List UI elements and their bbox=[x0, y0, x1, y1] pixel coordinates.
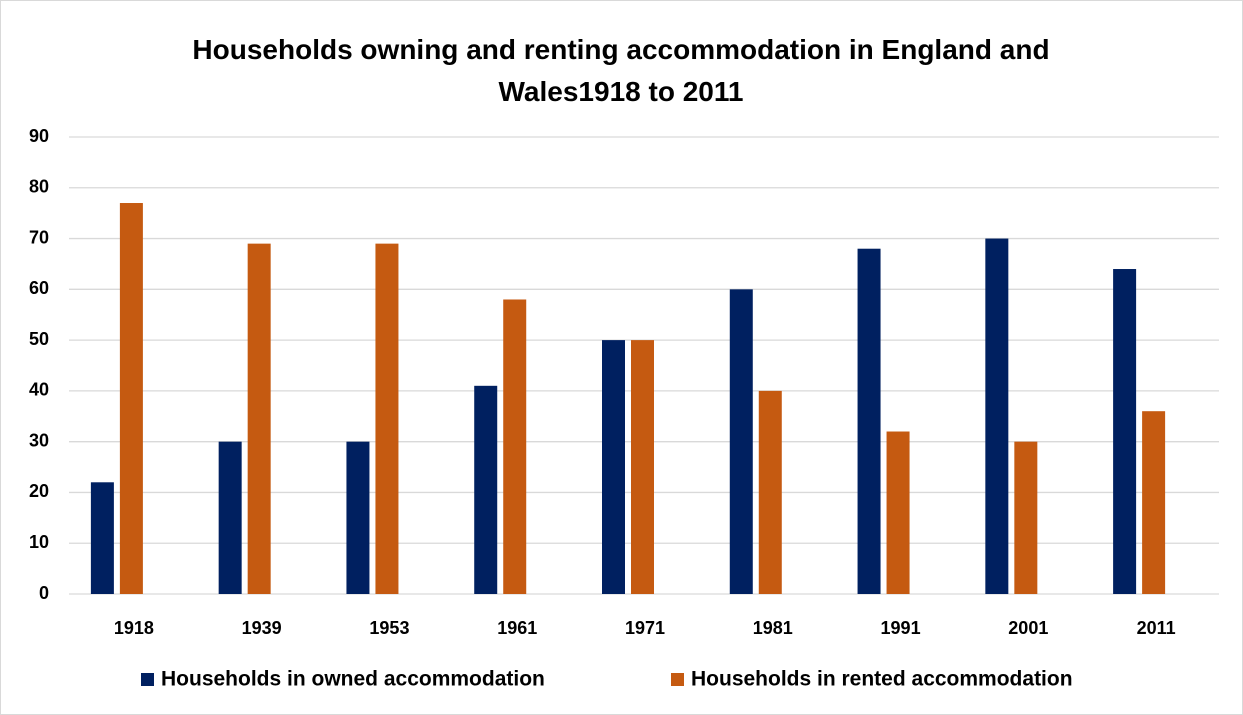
bar bbox=[1014, 441, 1038, 594]
y-tick-label: 40 bbox=[29, 380, 49, 400]
bar bbox=[119, 203, 143, 594]
bar bbox=[474, 385, 498, 594]
bar bbox=[985, 238, 1009, 595]
y-tick-label: 20 bbox=[29, 481, 49, 501]
bar bbox=[758, 390, 782, 594]
bar bbox=[602, 340, 625, 594]
x-tick-label: 2011 bbox=[1137, 618, 1176, 638]
bar bbox=[1142, 411, 1166, 594]
chart-title: Households owning and renting accommodat… bbox=[192, 34, 1050, 107]
bar bbox=[247, 243, 271, 594]
y-tick-label: 70 bbox=[29, 227, 49, 247]
bar bbox=[857, 248, 881, 594]
y-tick-label: 50 bbox=[29, 329, 49, 349]
y-tick-label: 90 bbox=[29, 126, 49, 146]
bar bbox=[729, 289, 753, 594]
x-tick-label: 1939 bbox=[242, 618, 282, 638]
bar bbox=[375, 243, 399, 594]
y-tick-label: 30 bbox=[29, 430, 49, 450]
bar bbox=[886, 431, 910, 594]
x-tick-label: 1981 bbox=[753, 618, 793, 638]
y-tick-label: 0 bbox=[39, 583, 49, 603]
bar bbox=[503, 299, 527, 594]
bar bbox=[218, 441, 242, 594]
x-tick-label: 1918 bbox=[114, 618, 154, 638]
y-tick-label: 60 bbox=[29, 278, 49, 298]
y-tick-label: 80 bbox=[29, 177, 49, 197]
x-tick-label: 1991 bbox=[881, 618, 921, 638]
y-tick-label: 10 bbox=[29, 532, 49, 552]
legend-swatch bbox=[141, 673, 154, 686]
legend-label: Households in rented accommodation bbox=[691, 668, 1073, 691]
x-tick-label: 1961 bbox=[497, 618, 537, 638]
x-tick-label: 1953 bbox=[369, 618, 409, 638]
legend-label: Households in owned accommodation bbox=[161, 668, 545, 691]
bar bbox=[90, 482, 114, 594]
x-tick-label: 1971 bbox=[625, 618, 665, 638]
bar bbox=[631, 340, 654, 594]
bar bbox=[1113, 269, 1137, 594]
x-tick-label: 2001 bbox=[1008, 618, 1048, 638]
legend-swatch bbox=[671, 673, 684, 686]
bar bbox=[346, 441, 370, 594]
